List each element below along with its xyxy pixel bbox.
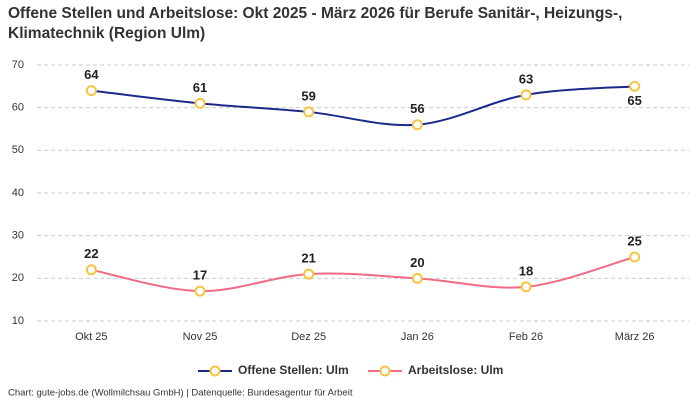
legend-marker [379,365,391,377]
marker [85,264,97,276]
marker [194,285,206,297]
marker [629,251,641,263]
marker [520,281,532,293]
y-tick-label: 30 [12,230,24,242]
value-label: 18 [519,263,533,278]
legend-label: Offene Stellen: Ulm [238,363,349,377]
value-label: 22 [84,246,98,261]
x-tick-label: Jan 26 [401,331,434,343]
y-tick-label: 50 [12,144,24,156]
chart-title: Offene Stellen und Arbeitslose: Okt 2025… [8,5,623,42]
marker [520,89,532,101]
marker [85,85,97,97]
legend-marker [209,365,221,377]
x-tick-label: März 26 [615,331,655,343]
source: Chart: gute-jobs.de (Wollmilchsau GmbH) … [8,388,353,399]
x-tick-label: Nov 25 [183,331,218,343]
y-tick-label: 60 [12,102,24,114]
marker [194,97,206,109]
line [91,256,635,293]
line [91,85,635,127]
y-tick-label: 40 [12,187,24,199]
x-tick-label: Feb 26 [509,331,543,343]
legend-label: Arbeitslose: Ulm [408,363,503,377]
y-tick-label: 70 [12,59,24,71]
value-label: 64 [84,67,99,82]
value-label: 65 [627,93,641,108]
value-label: 61 [193,80,207,95]
y-tick-label: 10 [12,315,24,327]
y-tick-label: 20 [12,272,24,284]
marker [303,106,315,118]
value-label: 59 [301,88,315,103]
value-label: 56 [410,101,424,116]
marker [629,80,641,92]
marker [411,272,423,284]
value-label: 25 [627,233,641,248]
value-label: 17 [193,268,207,283]
x-tick-label: Okt 25 [75,331,107,343]
marker [303,268,315,280]
marker [411,119,423,131]
value-label: 20 [410,255,424,270]
x-tick-label: Dez 25 [291,331,326,343]
value-label: 63 [519,71,533,86]
value-label: 21 [301,251,315,266]
